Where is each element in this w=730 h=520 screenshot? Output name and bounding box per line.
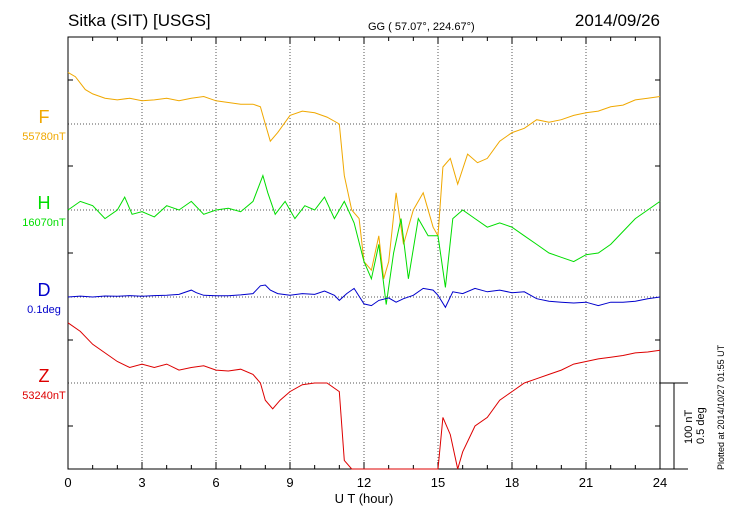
- series-baseline-d: 0.1deg: [27, 304, 61, 316]
- series-baseline-h: 16070nT: [22, 217, 66, 229]
- x-tick-label: 6: [212, 475, 219, 490]
- scale-bar: 100 nT 0.5 deg: [660, 382, 707, 470]
- scale-bar-deg: 0.5 deg: [695, 407, 707, 444]
- x-tick-label: 0: [64, 475, 71, 490]
- station-title: Sitka (SIT) [USGS]: [68, 11, 211, 30]
- x-tick-label: 15: [431, 475, 445, 490]
- x-tick-label: 3: [138, 475, 145, 490]
- series-line-h: [67, 174, 661, 305]
- x-tick-label: 12: [357, 475, 371, 490]
- series-baseline-z: 53240nT: [22, 390, 66, 402]
- x-axis: 0 3 6 9 12 15 18 21 24: [64, 475, 667, 490]
- series-labels: F 55780nT H 16070nT D 0.1deg Z 53240nT: [22, 107, 66, 402]
- x-tick-label: 21: [579, 475, 593, 490]
- series-name-f: F: [39, 107, 50, 127]
- x-tick-label: 18: [505, 475, 519, 490]
- station-coordinates: GG ( 57.07°, 224.67°): [368, 21, 475, 33]
- series-name-h: H: [38, 193, 51, 213]
- plotted-timestamp: Plotted at 2014/10/27 01:55 UT: [716, 344, 726, 470]
- chart-date: 2014/09/26: [575, 11, 660, 30]
- scale-bar-nt: 100 nT: [683, 409, 695, 444]
- series-line-d: [67, 284, 661, 309]
- series-line-f: [67, 71, 661, 279]
- plot-grid: [67, 37, 661, 469]
- x-axis-label: U T (hour): [335, 491, 394, 506]
- series-line-z: [67, 322, 661, 470]
- x-tick-label: 9: [286, 475, 293, 490]
- series-name-z: Z: [39, 366, 50, 386]
- series-baseline-f: 55780nT: [22, 131, 66, 143]
- series-name-d: D: [38, 280, 51, 300]
- series-lines: [67, 71, 661, 470]
- x-tick-label: 24: [653, 475, 667, 490]
